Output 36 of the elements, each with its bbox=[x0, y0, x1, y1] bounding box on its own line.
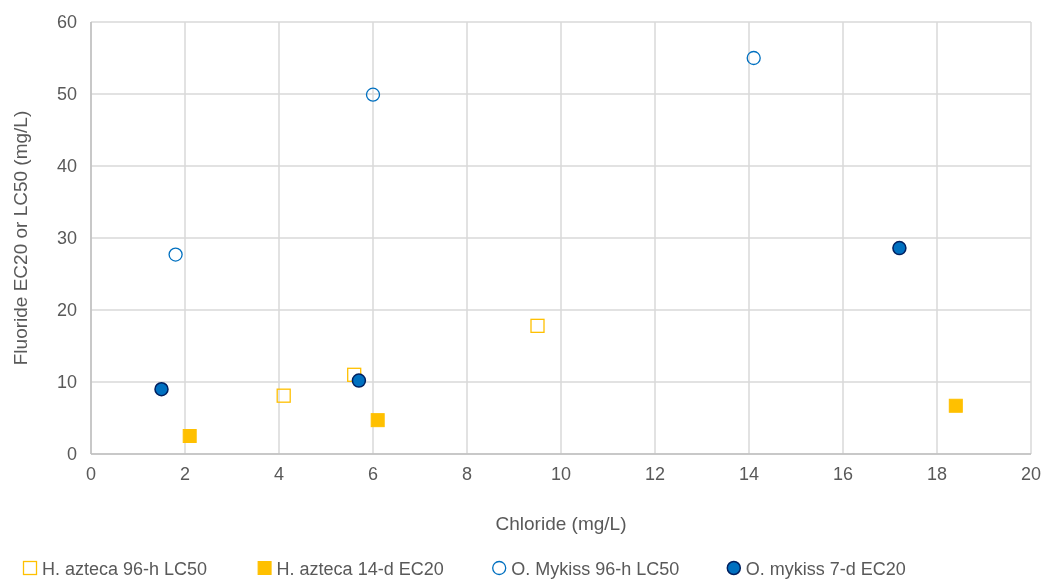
point bbox=[370, 413, 385, 428]
x-tick-label: 2 bbox=[179, 464, 191, 484]
x-tick-label: 14 bbox=[738, 464, 760, 484]
point bbox=[168, 247, 183, 262]
point bbox=[182, 429, 197, 443]
y-tick-label: 20 bbox=[56, 300, 77, 320]
y-tick-label: 10 bbox=[56, 372, 77, 392]
point bbox=[530, 318, 545, 333]
y-axis-title: Fluoride EC20 or LC50 (mg/L) bbox=[10, 110, 31, 366]
point bbox=[948, 398, 963, 413]
point bbox=[351, 373, 367, 388]
point bbox=[154, 381, 169, 397]
x-tick-label: 0 bbox=[85, 464, 97, 484]
x-tick-label: 12 bbox=[644, 464, 666, 484]
x-tick-label: 16 bbox=[832, 464, 854, 484]
point bbox=[276, 388, 291, 403]
y-tick-label: 60 bbox=[56, 12, 77, 32]
x-tick-label: 6 bbox=[367, 464, 379, 484]
legend-label: H. azteca 96-h LC50 bbox=[42, 559, 208, 579]
x-axis-title: Chloride (mg/L) bbox=[495, 513, 627, 534]
x-tick-label: 4 bbox=[273, 464, 285, 484]
x-tick-label: 10 bbox=[550, 464, 572, 484]
point bbox=[746, 50, 761, 66]
y-tick-label: 30 bbox=[56, 228, 77, 248]
legend-label: O. mykiss 7-d EC20 bbox=[745, 559, 906, 579]
point bbox=[347, 367, 362, 382]
y-tick-label: 50 bbox=[56, 84, 77, 104]
y-tick-label: 0 bbox=[66, 444, 77, 464]
point bbox=[892, 240, 907, 256]
y-tick-label: 40 bbox=[56, 156, 77, 176]
x-tick-label: 8 bbox=[461, 464, 473, 484]
legend-label: H. azteca 14-d EC20 bbox=[276, 559, 444, 579]
legend-label: O. Mykiss 96-h LC50 bbox=[511, 559, 680, 579]
point bbox=[365, 87, 381, 102]
x-tick-label: 20 bbox=[1020, 464, 1042, 484]
x-tick-label: 18 bbox=[926, 464, 948, 484]
